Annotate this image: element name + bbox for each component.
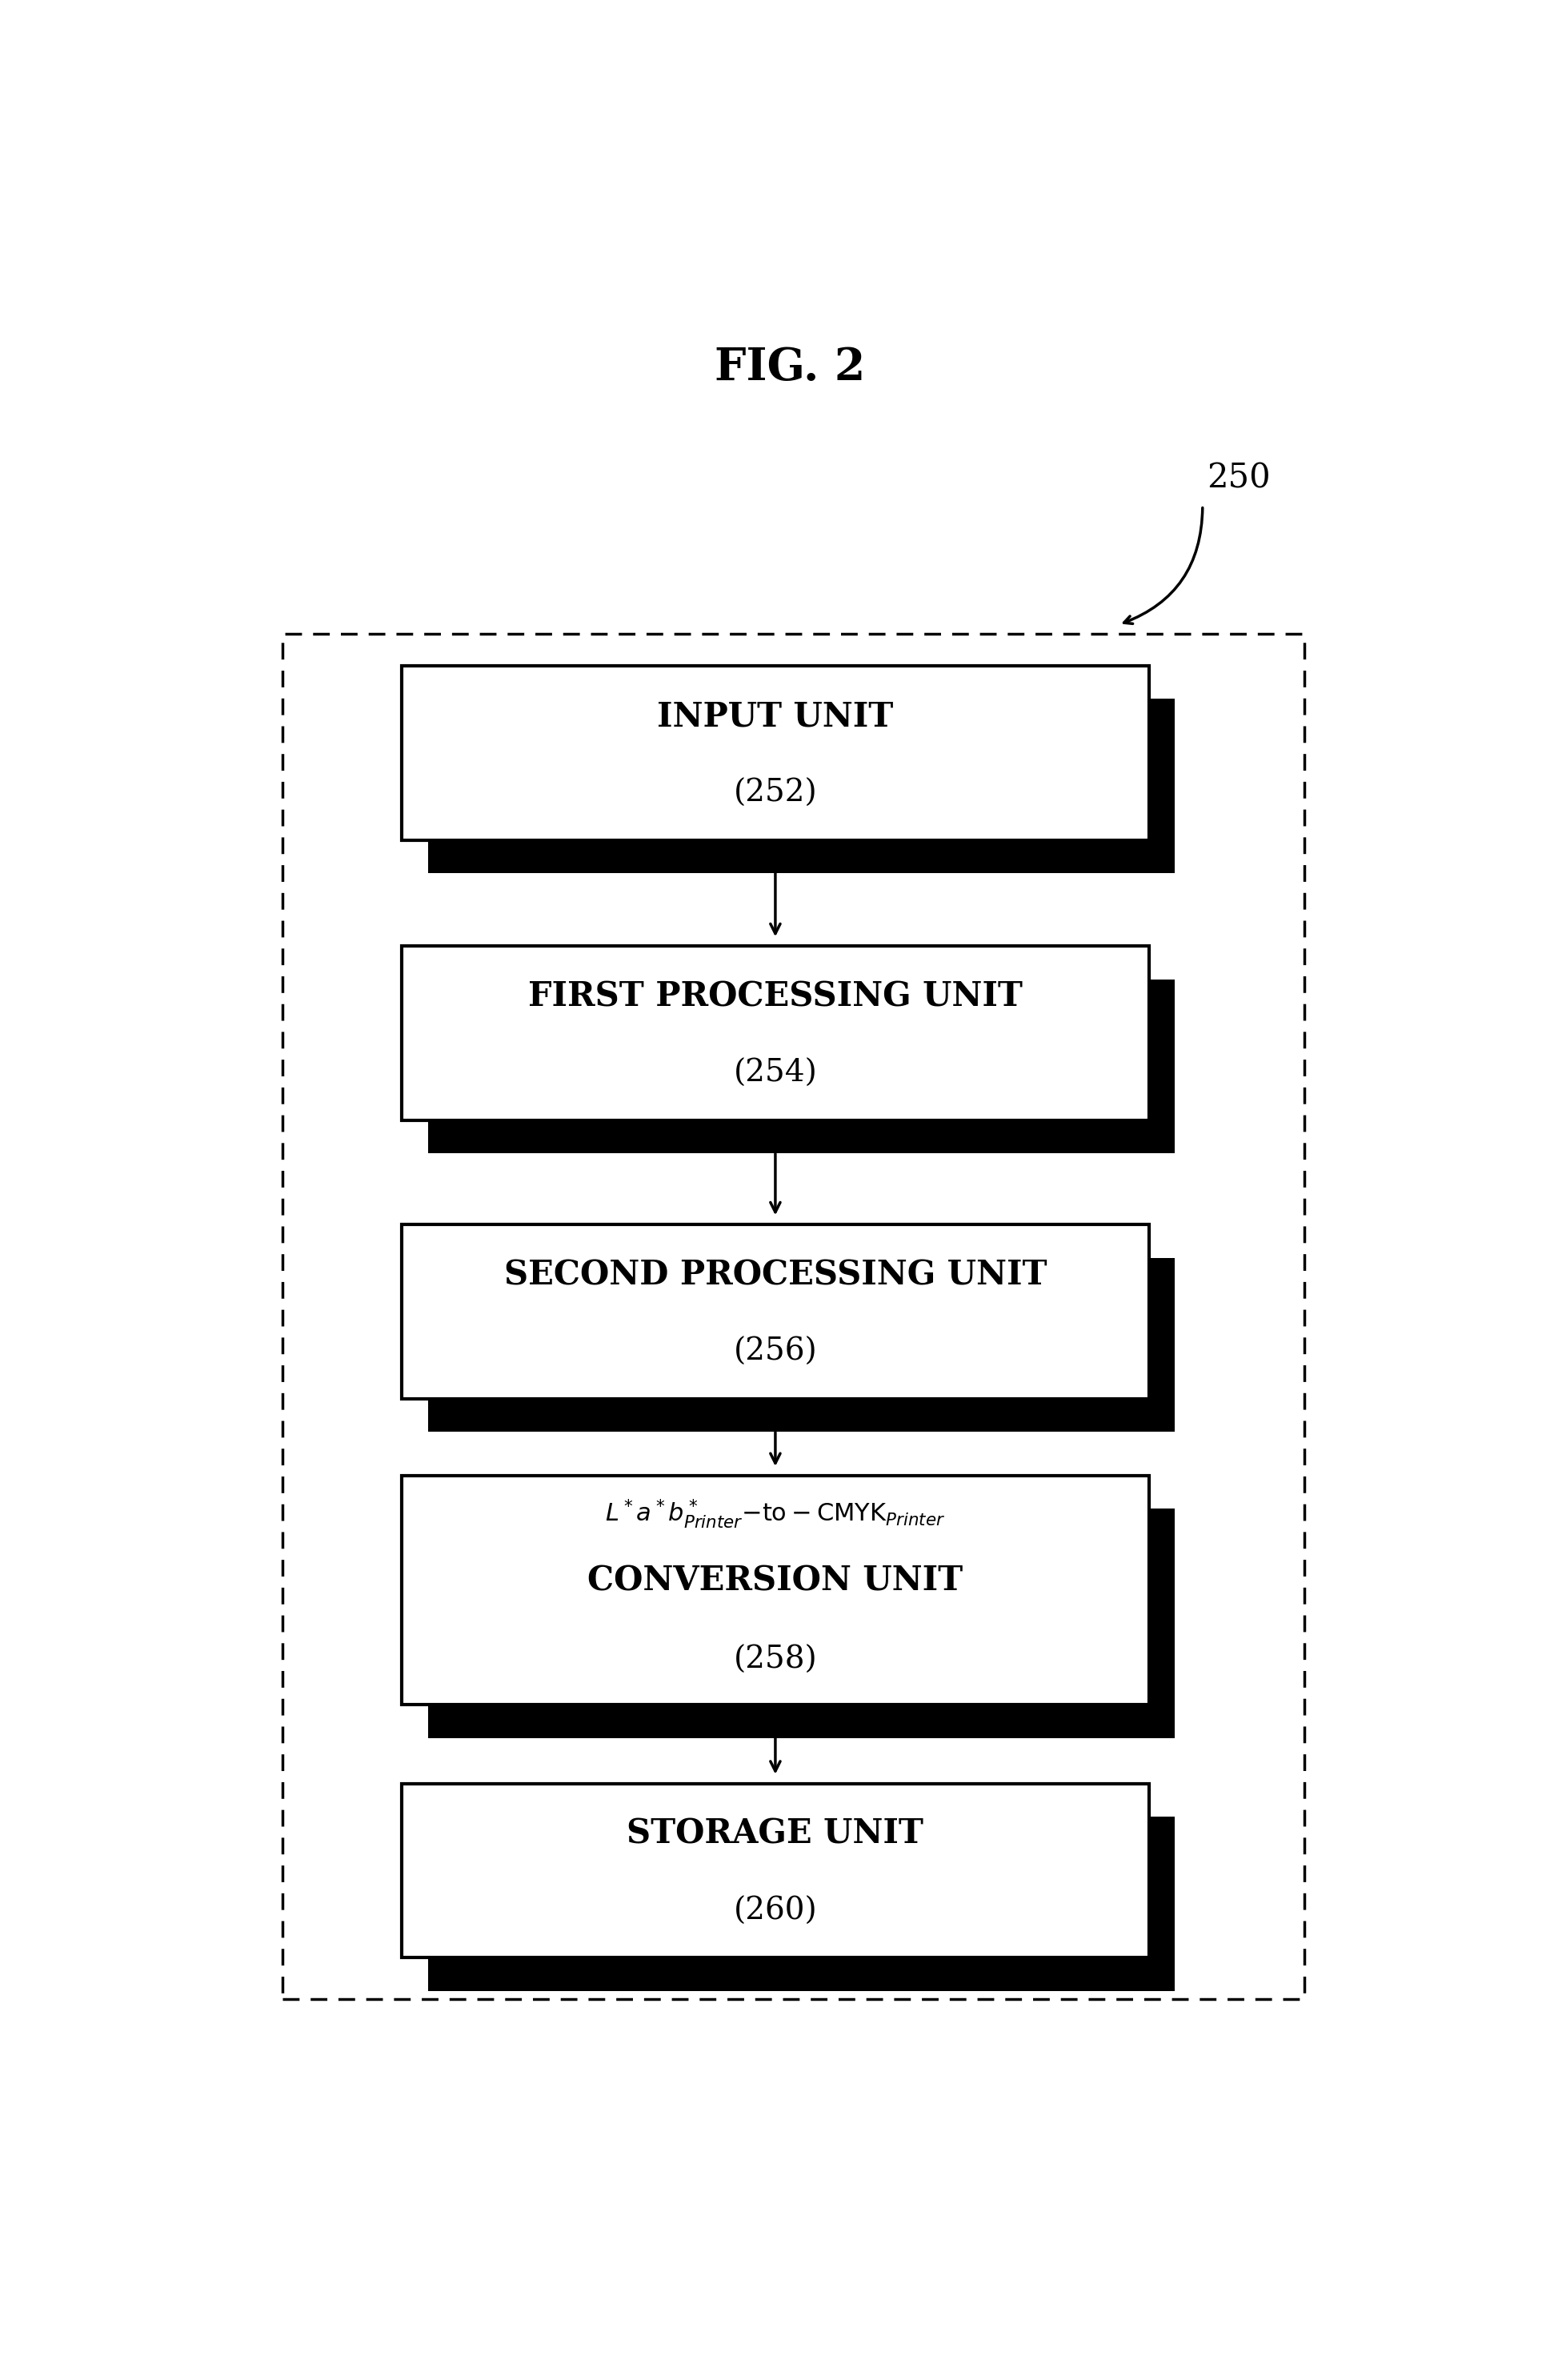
FancyArrowPatch shape — [771, 1737, 780, 1771]
Text: (258): (258) — [734, 1645, 817, 1676]
FancyArrowPatch shape — [771, 873, 780, 933]
FancyArrowPatch shape — [1124, 507, 1203, 624]
FancyArrowPatch shape — [771, 1154, 780, 1211]
Text: STORAGE UNIT: STORAGE UNIT — [628, 1818, 924, 1852]
Bar — [402, 1476, 1149, 1704]
Bar — [402, 666, 1149, 840]
Text: SECOND PROCESSING UNIT: SECOND PROCESSING UNIT — [504, 1259, 1047, 1292]
Text: FIG. 2: FIG. 2 — [715, 345, 865, 390]
Text: 250: 250 — [1206, 462, 1271, 495]
Text: INPUT UNIT: INPUT UNIT — [657, 700, 893, 733]
Bar — [429, 1509, 1175, 1737]
Bar — [429, 1257, 1175, 1433]
Bar — [429, 700, 1175, 873]
Text: $L^*a^*b^*_{\mathit{Printer}}$$\mathrm{-to-CMYK}_{\mathit{Printer}}$: $L^*a^*b^*_{\mathit{Printer}}$$\mathrm{-… — [606, 1497, 945, 1530]
Text: FIRST PROCESSING UNIT: FIRST PROCESSING UNIT — [527, 981, 1022, 1014]
Bar — [402, 947, 1149, 1121]
Bar — [429, 1816, 1175, 1990]
Bar — [282, 633, 1305, 1999]
Text: (254): (254) — [734, 1059, 817, 1088]
Bar — [429, 978, 1175, 1154]
Text: (256): (256) — [734, 1338, 817, 1366]
Text: CONVERSION UNIT: CONVERSION UNIT — [588, 1564, 964, 1597]
Bar — [402, 1226, 1149, 1399]
FancyArrowPatch shape — [771, 1433, 780, 1464]
Bar — [402, 1783, 1149, 1959]
Text: (252): (252) — [734, 778, 817, 809]
Text: (260): (260) — [734, 1897, 817, 1925]
